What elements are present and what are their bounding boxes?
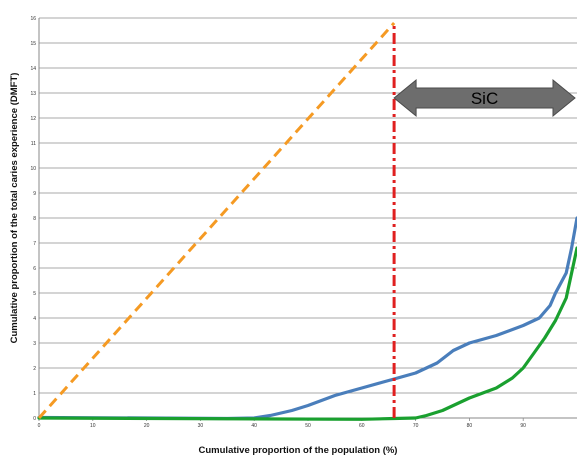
y-tick-label: 2: [33, 366, 36, 372]
y-tick-label: 4: [33, 316, 36, 322]
y-tick-label: 13: [30, 91, 36, 97]
y-tick-label: 9: [33, 191, 36, 197]
y-tick-label: 10: [30, 166, 36, 172]
line-diagonal-orange: [37, 21, 396, 420]
x-tick-label: 40: [251, 423, 257, 429]
x-tick-label: 60: [359, 423, 365, 429]
x-tick-label: 70: [413, 423, 419, 429]
x-tick-label: 20: [144, 423, 150, 429]
y-tick-label: 6: [33, 266, 36, 272]
sic-annotation: SiC: [393, 78, 576, 118]
line-series-green: [37, 246, 577, 421]
y-tick-label: 7: [33, 241, 36, 247]
x-tick-label: 50: [305, 423, 311, 429]
x-tick-label: 90: [520, 423, 526, 429]
x-tick-label: 80: [467, 423, 473, 429]
y-tick-label: 8: [33, 216, 36, 222]
y-tick-label: 5: [33, 291, 36, 297]
x-axis-title: Cumulative proportion of the population …: [199, 445, 398, 456]
x-tick-label: 30: [198, 423, 204, 429]
y-tick-label: 3: [33, 341, 36, 347]
line-series-blue: [37, 216, 577, 421]
x-tick-label: 10: [90, 423, 96, 429]
y-axis-title: Cumulative proportion of the total carie…: [9, 73, 20, 344]
y-tick-label: 15: [30, 41, 36, 47]
x-tick-label: 0: [38, 423, 41, 429]
y-tick-label: 0: [33, 416, 36, 422]
sic-label: SiC: [471, 89, 498, 108]
sic-double-arrow: [393, 78, 576, 118]
series-group: [37, 21, 577, 421]
y-tick-label: 1: [33, 391, 36, 397]
y-tick-label: 12: [30, 116, 36, 122]
y-tick-label: 16: [30, 16, 36, 22]
y-tick-label: 11: [31, 141, 36, 147]
y-tick-label: 14: [30, 66, 36, 72]
